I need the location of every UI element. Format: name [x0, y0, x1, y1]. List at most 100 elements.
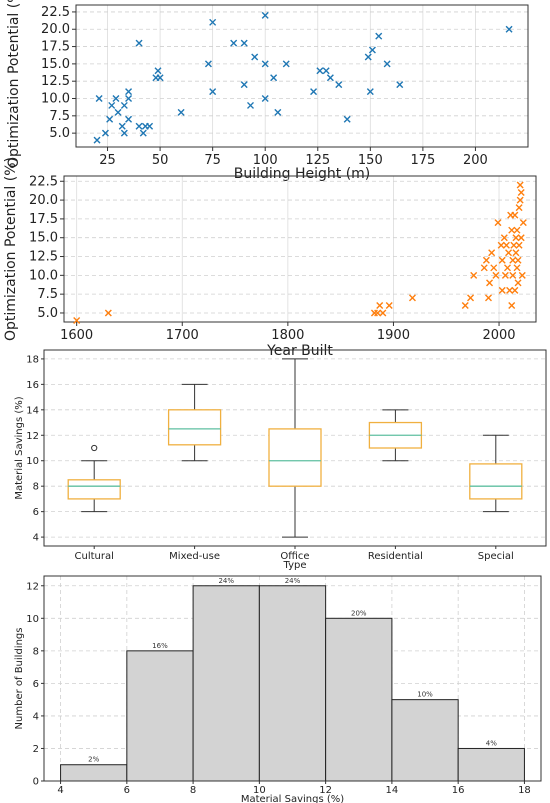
x-axis-label: Year Built: [266, 343, 333, 359]
x-tick-label: 1900: [377, 328, 410, 343]
data-point: [509, 256, 517, 264]
height-scatter-panel: 25 50 75 100 125 150 175 200 5.0 7.5 10.0 12.5 15.0 1…: [6, 0, 529, 182]
y-tick-label: 5.0: [37, 306, 58, 321]
data-point: [517, 189, 525, 197]
iqr-box: [167, 409, 222, 446]
y-tick-label: 8: [33, 482, 39, 493]
x-tick-label: 125: [305, 153, 330, 168]
point-stroke: [73, 316, 81, 324]
data-point: [500, 234, 508, 242]
y-tick-label: 12: [26, 581, 39, 592]
data-point: [396, 81, 404, 89]
point-stroke: [514, 256, 522, 264]
x-tick-label: 14: [386, 785, 399, 796]
y-axis-label: Material Savings (%): [14, 396, 25, 499]
data-point: [326, 74, 334, 82]
x-tick-label: Residential: [368, 551, 423, 562]
y-tick-label: 20.0: [41, 22, 70, 37]
data-point: [484, 294, 492, 302]
data-point: [508, 226, 516, 234]
histogram-bar: [325, 617, 393, 782]
data-point: [513, 264, 521, 272]
point-stroke: [517, 234, 525, 242]
point-stroke: [135, 122, 143, 130]
x-tick-label: 12: [319, 785, 332, 796]
data-point: [375, 32, 383, 40]
iqr-box: [268, 428, 322, 487]
x-tick-label: Cultural: [75, 551, 114, 562]
point-stroke: [500, 234, 508, 242]
data-point: [467, 294, 475, 302]
y-tick-label: 20.0: [29, 193, 58, 208]
x-tick-label: 100: [253, 153, 278, 168]
data-point: [261, 11, 269, 19]
y-tick-label: 22.5: [41, 5, 70, 20]
point-stroke: [470, 271, 478, 279]
histogram-bar: [192, 585, 260, 782]
data-point: [240, 39, 248, 47]
data-point: [209, 88, 217, 96]
point-stroke: [343, 115, 351, 123]
data-point: [494, 219, 502, 227]
data-point: [104, 309, 112, 317]
point-stroke: [112, 95, 120, 103]
data-point: [501, 271, 509, 279]
point-stroke: [282, 60, 290, 68]
year-scatter-panel: 1600 1700 1800 1900 2000 5.0 7.5 10.0 12.5 15.0 17…: [3, 157, 537, 359]
point-stroke: [505, 249, 513, 257]
point-stroke: [379, 309, 387, 317]
data-point: [516, 196, 524, 204]
point-stroke: [503, 264, 511, 272]
point-stroke: [511, 286, 519, 294]
plot-frame: [43, 575, 542, 782]
point-stroke: [310, 88, 318, 96]
point-stroke: [101, 129, 109, 137]
x-tick-label: Office: [280, 551, 309, 562]
data-point: [246, 101, 254, 109]
point-stroke: [93, 136, 101, 144]
data-point: [515, 241, 523, 249]
point-stroke: [204, 60, 212, 68]
outlier-point: [91, 444, 98, 452]
data-point: [135, 122, 143, 130]
point-stroke: [322, 67, 330, 75]
x-tick-label: 1600: [60, 328, 93, 343]
point-stroke: [240, 81, 248, 89]
point-stroke: [518, 271, 526, 279]
point-stroke: [156, 74, 164, 82]
data-point: [112, 95, 120, 103]
data-point: [510, 241, 518, 249]
y-axis-label: Optimization Potential (%): [3, 157, 19, 341]
point-stroke: [209, 18, 217, 26]
data-point: [518, 271, 526, 279]
data-point: [120, 101, 128, 109]
box-special: [469, 434, 523, 513]
data-point: [146, 122, 154, 130]
point-stroke: [408, 294, 416, 302]
y-tick-label: 14: [26, 405, 39, 416]
data-point: [502, 241, 510, 249]
point-stroke: [246, 101, 254, 109]
point-stroke: [374, 309, 382, 317]
point-stroke: [515, 241, 523, 249]
point-stroke: [95, 95, 103, 103]
y-tick-label: 12.5: [41, 74, 70, 89]
x-tick-label: 25: [99, 153, 116, 168]
data-point: [506, 286, 514, 294]
point-stroke: [461, 301, 469, 309]
point-stroke: [230, 39, 238, 47]
point-stroke: [484, 294, 492, 302]
data-point: [408, 294, 416, 302]
type-boxplot-panel: 4 6 8 10 12 14 16 18 Cultural Mixed-use Office Resi…: [14, 349, 547, 571]
data-point: [270, 74, 278, 82]
point-stroke: [154, 67, 162, 75]
data-point: [230, 39, 238, 47]
point-stroke: [505, 25, 513, 33]
data-point: [513, 226, 521, 234]
y-tick-label: 15.0: [41, 57, 70, 72]
x-tick-label: 6: [124, 785, 130, 796]
y-tick-label: 8: [33, 646, 39, 657]
data-point: [497, 241, 505, 249]
point-stroke: [498, 286, 506, 294]
point-stroke: [511, 211, 519, 219]
